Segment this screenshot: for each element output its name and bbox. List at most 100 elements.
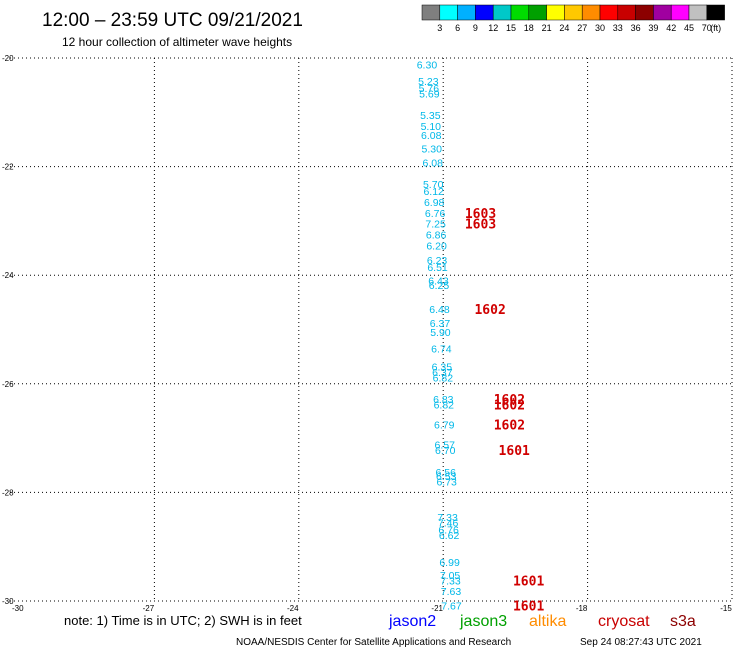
wave-height-label: 5.30 — [422, 144, 443, 156]
axis-tick-labels: -30 -27 -24 -21 -18 -15 -20 -22 -24 -26 -28 -30 — [2, 54, 732, 613]
pass-time-label: 1602 — [494, 398, 525, 413]
color-scale-label: 12 — [488, 23, 498, 33]
wave-height-label: 6.74 — [431, 344, 452, 356]
x-tick-label: -30 — [12, 604, 24, 613]
wave-height-label: 6.53 — [436, 471, 457, 483]
chart-subtitle: 12 hour collection of altimeter wave hei… — [62, 35, 292, 49]
wave-height-label: 6.98 — [424, 197, 445, 209]
satellite-legend-s3a: s3a — [670, 613, 696, 630]
wave-height-label: 7.33 — [440, 575, 461, 587]
color-scale-label: 6 — [455, 23, 460, 33]
color-scale-label: (ft) — [710, 23, 721, 33]
wave-height-label: 6.12 — [423, 186, 444, 198]
color-scale-label: 9 — [473, 23, 478, 33]
footer-credit: NOAA/NESDIS Center for Satellite Applica… — [236, 637, 511, 648]
wave-height-label: 6.57 — [435, 440, 456, 452]
wave-height-label: 7.63 — [441, 586, 462, 598]
wave-height-label: 6.62 — [439, 530, 460, 542]
pass-time-label: 1601 — [513, 574, 544, 589]
wave-height-label: 6.76 — [438, 524, 459, 536]
satellite-legend-cryosat: cryosat — [598, 613, 650, 630]
color-scale-label: 15 — [506, 23, 516, 33]
satellite-legend-altika: altika — [529, 613, 566, 630]
color-scale-label: 42 — [666, 23, 676, 33]
wave-height-label: 7.33 — [437, 512, 458, 524]
wave-height-label: 6.43 — [428, 276, 449, 288]
wave-height-label: 6.99 — [439, 557, 460, 569]
x-tick-label: -24 — [287, 604, 299, 613]
wave-height-label: 6.20 — [426, 240, 447, 252]
wave-height-label: 6.76 — [425, 208, 446, 220]
color-swatch — [706, 4, 725, 21]
wave-height-label: 6.30 — [417, 60, 438, 72]
wave-height-label: 6.82 — [433, 372, 454, 384]
pass-time-label: 1602 — [494, 393, 525, 408]
y-tick-label: -28 — [2, 488, 14, 497]
wave-height-label: 7.05 — [440, 570, 461, 582]
plot-grid — [10, 57, 733, 602]
pass-time-label: 1602 — [474, 303, 505, 318]
wave-height-label: 5.70 — [423, 179, 444, 191]
y-tick-label: -26 — [2, 380, 14, 389]
color-swatch — [688, 4, 708, 21]
wave-height-label: 6.48 — [429, 304, 450, 316]
satellite-legend-jason2: jason2 — [388, 613, 436, 630]
color-swatch — [546, 4, 565, 21]
color-scale-legend: 3 6 9 12 15 18 21 24 27 30 33 36 39 42 45 70(ft) — [421, 4, 725, 33]
color-swatch — [492, 4, 512, 21]
wave-height-label: 5.90 — [430, 327, 451, 339]
color-swatch — [475, 4, 494, 21]
color-scale-label: 3 — [437, 23, 442, 33]
footnote: note: 1) Time is in UTC; 2) SWH is in fe… — [64, 613, 302, 628]
wave-height-label: 6.37 — [430, 318, 451, 330]
wave-height-label: 7.67 — [441, 600, 462, 612]
wave-height-label: 6.70 — [435, 445, 456, 457]
wave-height-label: 6.56 — [435, 467, 456, 479]
wave-height-label: 5.10 — [421, 121, 442, 133]
wave-height-label: 6.86 — [426, 229, 447, 241]
wave-height-label: 5.76 — [419, 83, 440, 95]
wave-height-label: 6.82 — [434, 399, 455, 411]
color-scale-label: 24 — [559, 23, 569, 33]
pass-time-label: 1601 — [513, 599, 544, 614]
wave-height-label: 6.83 — [433, 394, 454, 406]
color-swatch — [653, 4, 672, 21]
x-tick-label: -27 — [143, 604, 155, 613]
color-swatch — [457, 4, 476, 21]
color-swatch — [564, 4, 583, 21]
color-swatch — [421, 4, 441, 21]
color-scale-label: 36 — [631, 23, 641, 33]
y-tick-label: -30 — [2, 597, 14, 606]
wave-height-label: 7.25 — [425, 219, 446, 231]
y-tick-label: -24 — [2, 271, 14, 280]
color-swatch — [439, 4, 458, 21]
color-scale-label: 33 — [613, 23, 623, 33]
color-swatch — [635, 4, 654, 21]
color-scale-label: 45 — [684, 23, 694, 33]
wave-height-values: 6.305.235.765.695.355.106.085.306.085.70… — [417, 60, 462, 613]
satellite-legend-jason3: jason3 — [459, 613, 507, 630]
wave-height-label: 6.08 — [423, 157, 444, 169]
x-tick-label: -21 — [431, 604, 443, 613]
pass-time-label: 1603 — [465, 207, 496, 222]
color-swatch — [670, 4, 690, 21]
wave-height-label: 6.51 — [427, 262, 448, 274]
color-swatch — [581, 4, 601, 21]
color-scale-label: 39 — [648, 23, 658, 33]
color-swatch — [528, 4, 547, 21]
color-swatch — [510, 4, 530, 21]
wave-height-label: 6.35 — [432, 361, 453, 373]
color-scale-label: 70 — [702, 23, 712, 33]
wave-height-label: 6.73 — [436, 477, 457, 489]
color-scale-label: 27 — [577, 23, 587, 33]
pass-time-label: 1602 — [494, 419, 525, 434]
pass-time-label: 1603 — [465, 218, 496, 233]
color-scale-label: 30 — [595, 23, 605, 33]
color-swatch — [617, 4, 636, 21]
x-tick-label: -18 — [576, 604, 588, 613]
wave-height-label: 6.23 — [427, 255, 448, 267]
color-swatch — [599, 4, 619, 21]
y-tick-label: -22 — [2, 163, 14, 172]
